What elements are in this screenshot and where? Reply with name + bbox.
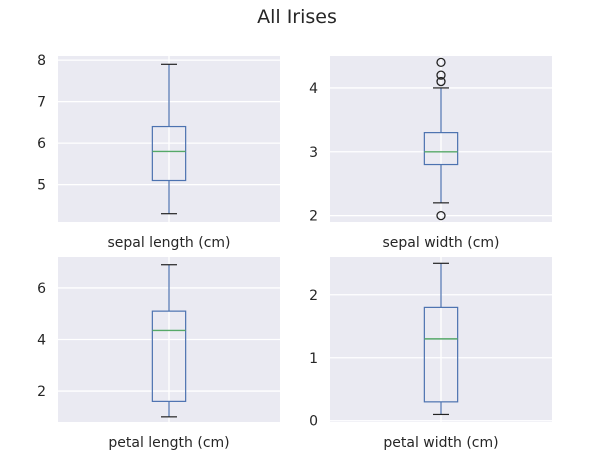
y-tick-label: 2 bbox=[37, 384, 46, 400]
y-tick-labels: 0 1 2 bbox=[309, 288, 318, 430]
y-tick-labels: 2 4 6 bbox=[37, 281, 46, 400]
outlier-point bbox=[436, 57, 446, 68]
x-category-label: petal width (cm) bbox=[383, 435, 498, 451]
box-plot bbox=[423, 262, 459, 416]
y-tick-label: 8 bbox=[37, 53, 46, 69]
y-tick-labels: 2 3 4 bbox=[309, 81, 318, 225]
outlier-point bbox=[436, 210, 446, 221]
y-tick-label: 1 bbox=[309, 351, 318, 367]
y-tick-label: 2 bbox=[309, 209, 318, 225]
y-tick-label: 0 bbox=[309, 414, 318, 430]
iqr-box bbox=[423, 132, 459, 166]
y-tick-label: 3 bbox=[309, 145, 318, 161]
box-plot bbox=[151, 264, 187, 418]
y-tick-label: 6 bbox=[37, 136, 46, 152]
x-category-label: sepal length (cm) bbox=[107, 235, 230, 251]
y-tick-label: 7 bbox=[37, 95, 46, 111]
subplot-sepal-length: 5 6 7 8 sepal length (cm) bbox=[37, 53, 280, 251]
y-tick-label: 6 bbox=[37, 281, 46, 297]
y-tick-label: 5 bbox=[37, 178, 46, 194]
box-plot bbox=[151, 63, 187, 215]
box-plot bbox=[423, 57, 459, 221]
iqr-box bbox=[151, 310, 187, 402]
y-tick-labels: 5 6 7 8 bbox=[37, 53, 46, 194]
subplot-petal-length: 2 4 6 petal length (cm) bbox=[37, 257, 280, 451]
figure-title: All Irises bbox=[257, 6, 337, 28]
y-tick-label: 4 bbox=[309, 81, 318, 97]
iqr-box bbox=[151, 125, 187, 182]
subplot-sepal-width: 2 3 4 sepal width (cm) bbox=[309, 56, 552, 251]
outlier-point bbox=[436, 70, 446, 80]
outlier-point bbox=[436, 76, 446, 87]
x-category-label: sepal width (cm) bbox=[382, 235, 499, 251]
y-tick-label: 2 bbox=[309, 288, 318, 304]
y-tick-label: 4 bbox=[37, 333, 46, 349]
x-category-label: petal length (cm) bbox=[108, 435, 229, 451]
subplot-petal-width: 0 1 2 petal width (cm) bbox=[309, 257, 552, 451]
iqr-box bbox=[423, 306, 459, 403]
